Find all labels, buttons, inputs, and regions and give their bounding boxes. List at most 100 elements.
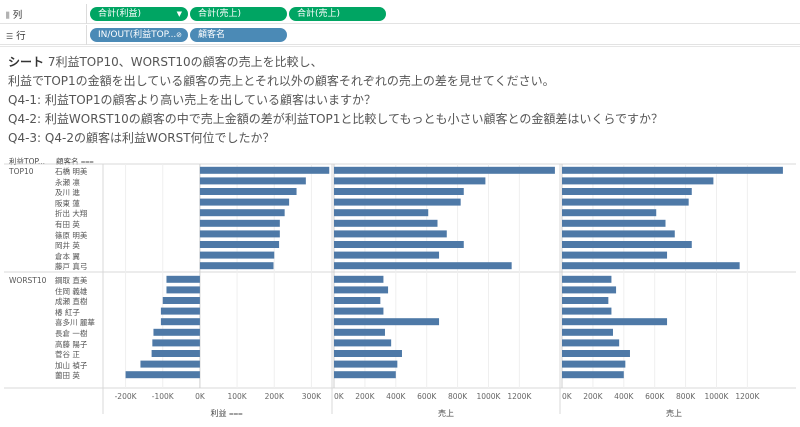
bar[interactable] xyxy=(160,307,200,315)
bar[interactable] xyxy=(166,275,200,283)
tick-label: 200K xyxy=(583,392,603,401)
bar[interactable] xyxy=(153,328,200,336)
bar[interactable] xyxy=(125,371,200,379)
customer-label[interactable]: 藤戸 真弓 xyxy=(55,262,88,272)
bar[interactable] xyxy=(334,275,384,283)
customer-label[interactable]: 鋼取 直美 xyxy=(55,276,88,285)
bar[interactable] xyxy=(334,307,384,315)
bar[interactable] xyxy=(334,241,464,248)
customer-label[interactable]: 及川 進 xyxy=(55,188,80,198)
header-customer[interactable]: 顧客名 ⩶ xyxy=(56,157,94,166)
bar[interactable] xyxy=(562,307,612,315)
bar[interactable] xyxy=(334,166,555,174)
bar[interactable] xyxy=(334,371,396,379)
bar[interactable] xyxy=(562,328,613,336)
bar[interactable] xyxy=(199,209,285,217)
bar[interactable] xyxy=(160,318,200,326)
bar[interactable] xyxy=(166,286,200,294)
customer-label[interactable]: 阪東 蓮 xyxy=(55,198,80,208)
bar[interactable] xyxy=(334,350,402,357)
bar[interactable] xyxy=(334,328,385,336)
pill-sum-profit[interactable]: 合計(利益) ▼ xyxy=(90,7,188,21)
bar[interactable] xyxy=(334,297,381,304)
bar[interactable] xyxy=(199,219,280,227)
dropdown-caret-icon[interactable]: ▼ xyxy=(176,10,182,18)
customer-label[interactable]: 椿 紅子 xyxy=(55,307,80,317)
bar[interactable] xyxy=(334,251,440,259)
bar[interactable] xyxy=(152,339,200,347)
tick-label: 400K xyxy=(614,392,634,401)
bar[interactable] xyxy=(562,297,609,304)
bar[interactable] xyxy=(199,188,297,195)
tick-label: 800K xyxy=(676,392,696,401)
bar[interactable] xyxy=(334,262,512,270)
sort-icon[interactable]: ⩶ xyxy=(226,409,243,418)
bar[interactable] xyxy=(199,251,275,259)
bar[interactable] xyxy=(562,251,668,259)
bar[interactable] xyxy=(334,339,392,347)
customer-label[interactable]: 高藤 陽子 xyxy=(55,339,88,349)
bar[interactable] xyxy=(334,177,486,185)
bar[interactable] xyxy=(334,360,398,368)
bar[interactable] xyxy=(562,275,612,283)
bar[interactable] xyxy=(562,209,657,217)
bar[interactable] xyxy=(562,188,692,195)
bar[interactable] xyxy=(334,209,429,217)
bar[interactable] xyxy=(562,166,783,174)
tick-label: 1200K xyxy=(735,392,760,401)
sort-icon[interactable]: ⩶ xyxy=(80,157,94,166)
bar[interactable] xyxy=(334,318,440,326)
customer-label[interactable]: 有田 英 xyxy=(55,220,80,229)
customer-label[interactable]: 長倉 一樹 xyxy=(55,329,88,338)
bar[interactable] xyxy=(199,241,280,248)
bar[interactable] xyxy=(334,286,389,294)
customer-label[interactable]: 加山 禎子 xyxy=(55,360,88,370)
bar[interactable] xyxy=(562,241,692,248)
bar[interactable] xyxy=(334,188,464,195)
bar[interactable] xyxy=(562,219,666,227)
bar[interactable] xyxy=(199,166,330,174)
tick-label: -100K xyxy=(152,392,175,401)
bar[interactable] xyxy=(562,198,689,206)
customer-label[interactable]: 倉本 翼 xyxy=(55,251,80,261)
customer-label[interactable]: 菅谷 正 xyxy=(55,350,80,360)
bar[interactable] xyxy=(562,262,740,270)
axis-title[interactable]: 利益 ⩶ xyxy=(210,409,243,418)
bar[interactable] xyxy=(162,297,200,304)
bar[interactable] xyxy=(562,177,714,185)
bar[interactable] xyxy=(334,198,461,206)
axis-title[interactable]: 売上 xyxy=(666,409,682,418)
bar[interactable] xyxy=(334,219,438,227)
bar[interactable] xyxy=(562,339,620,347)
bar[interactable] xyxy=(199,198,290,206)
bar[interactable] xyxy=(562,230,675,238)
pill-customer-name[interactable]: 顧客名 xyxy=(190,28,287,42)
bar[interactable] xyxy=(562,318,668,326)
group-label: WORST10 xyxy=(9,276,47,285)
bar[interactable] xyxy=(151,350,200,357)
customer-label[interactable]: 石橋 明美 xyxy=(55,167,88,176)
bar[interactable] xyxy=(199,262,274,270)
bar[interactable] xyxy=(199,230,280,238)
pill-in-out-set[interactable]: IN/OUT(利益TOP... ⊘ xyxy=(90,28,188,42)
pill-sum-sales-1[interactable]: 合計(売上) xyxy=(190,7,287,21)
bar[interactable] xyxy=(562,350,630,357)
bar[interactable] xyxy=(199,177,306,185)
customer-label[interactable]: 折出 大翔 xyxy=(55,209,88,219)
customer-label[interactable]: 篠原 明美 xyxy=(55,230,88,240)
bar[interactable] xyxy=(140,360,200,368)
customer-label[interactable]: 永瀬 凛 xyxy=(55,177,80,187)
header-group[interactable]: 利益TOP... xyxy=(9,157,45,166)
customer-label[interactable]: 成瀬 直樹 xyxy=(55,297,88,307)
customer-label[interactable]: 住岡 義雄 xyxy=(55,286,88,296)
customer-label[interactable]: 薗田 英 xyxy=(55,371,80,381)
bar[interactable] xyxy=(562,371,624,379)
bar[interactable] xyxy=(562,360,626,368)
axis-title[interactable]: 売上 xyxy=(438,409,454,418)
customer-label[interactable]: 喜多川 麗華 xyxy=(55,318,95,328)
customer-label[interactable]: 岡井 英 xyxy=(55,241,80,251)
bar[interactable] xyxy=(334,230,447,238)
pill-sum-sales-2[interactable]: 合計(売上) xyxy=(289,7,386,21)
bar[interactable] xyxy=(562,286,617,294)
